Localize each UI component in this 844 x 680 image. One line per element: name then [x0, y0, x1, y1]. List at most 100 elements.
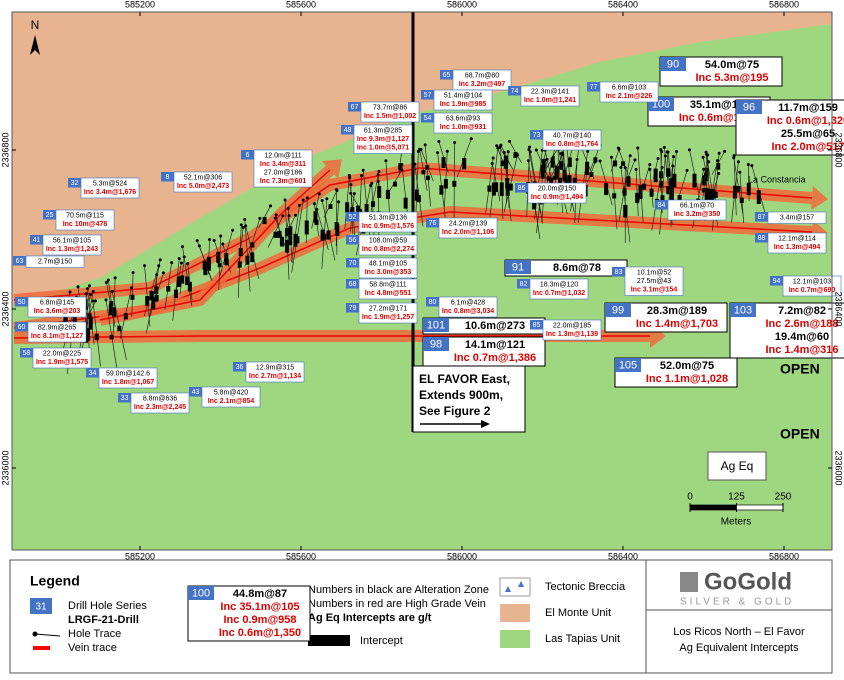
scale-segment	[690, 505, 737, 510]
hole-collar	[659, 148, 662, 151]
hole-collar	[105, 298, 108, 301]
intercept-text: 12.0m@111	[264, 153, 301, 160]
intercept	[553, 176, 557, 180]
hole-collar	[132, 271, 135, 274]
intercept-text: Inc 1.9m@985	[440, 101, 487, 108]
legend-text: Tectonic Breccia	[545, 581, 626, 593]
intercept	[666, 168, 670, 177]
hole-collar	[219, 234, 222, 237]
legend-text: Intercept	[360, 635, 403, 647]
intercept	[117, 326, 121, 332]
intercept	[288, 236, 292, 246]
hole-collar	[157, 264, 160, 267]
hole-number: 105	[619, 359, 637, 371]
legend-text: Vein trace	[68, 642, 117, 654]
intercept-text: Inc 0.7m@1,032	[533, 290, 585, 297]
hole-number: 43	[192, 389, 200, 396]
hole-collar	[196, 239, 199, 242]
intercept-text: Inc 3.1m@154	[631, 287, 678, 294]
intercept	[702, 188, 706, 192]
legend: Legend 31 Drill Hole Series LRGF-21-Dril…	[10, 560, 832, 673]
hole-number: 70	[349, 260, 357, 267]
intercept-text: Inc 1.8m@1,067	[102, 379, 154, 386]
intercept	[250, 242, 254, 247]
intercept-icon	[308, 635, 350, 646]
hole-collar	[231, 229, 234, 232]
note-line: Extends 900m,	[419, 388, 503, 402]
hole-collar	[111, 290, 114, 293]
hole-collar	[362, 169, 365, 172]
hole-collar	[535, 149, 538, 152]
hole-collar	[243, 218, 246, 221]
hole-collar	[424, 143, 427, 146]
intercept-text: 18.3m@120	[540, 282, 578, 289]
intercept	[335, 224, 339, 236]
intercept	[154, 286, 158, 294]
hole-number: 48	[344, 127, 352, 134]
hole-collar	[648, 163, 651, 166]
intercept	[494, 182, 498, 192]
intercept-text: Inc 1.9m@1,575	[36, 359, 88, 366]
hole-collar	[633, 158, 636, 161]
hole-collar	[618, 148, 621, 151]
intercept	[145, 296, 149, 306]
hole-collar	[516, 153, 519, 156]
hole-collar	[702, 168, 705, 171]
hole-collar	[732, 156, 735, 159]
intercept	[442, 157, 446, 168]
intercept-text: Inc 1.1m@1,028	[646, 373, 728, 385]
intercept	[371, 201, 375, 207]
intercept	[89, 317, 93, 330]
hole-collar	[181, 245, 184, 248]
intercept-text: 6.6m@103	[612, 85, 646, 92]
intercept-text: 54.0m@75	[705, 59, 759, 71]
intercept-text: 12.9m@315	[256, 365, 294, 372]
intercept-text: 25.5m@65	[781, 128, 835, 140]
hole-collar	[170, 261, 173, 264]
hole-collar	[313, 202, 316, 205]
scale-unit: Meters	[721, 517, 752, 528]
intercept-text: 6.1m@428	[451, 300, 485, 307]
hole-number: 68	[349, 281, 357, 288]
hole-number: 85	[533, 322, 541, 329]
intercept-text: Inc 2.7m@1,134	[249, 373, 301, 380]
intercept	[305, 221, 309, 235]
breccia-icon	[500, 578, 530, 596]
intercept-text: Inc 5.3m@195	[695, 72, 768, 84]
intercept	[504, 159, 508, 164]
legend-text: El Monte Unit	[545, 607, 611, 619]
hole-collar	[162, 271, 165, 274]
intercept-text: Inc 3.2m@497	[459, 81, 506, 88]
intercept	[263, 217, 267, 224]
hole-collar	[672, 155, 675, 158]
hole-collar	[321, 199, 324, 202]
hole-collar	[143, 264, 146, 267]
scale-label: 250	[775, 492, 792, 503]
hole-collar	[737, 160, 740, 163]
intercept	[278, 231, 282, 238]
legend-text: Drill Hole Series	[68, 600, 147, 612]
intercept	[692, 174, 696, 188]
intercept	[650, 189, 654, 197]
hole-collar	[178, 257, 181, 260]
x-coordinate: 586400	[608, 0, 638, 9]
scale-label: 0	[687, 492, 693, 503]
hole-collar	[492, 157, 495, 160]
hole-collar	[318, 192, 321, 195]
hole-collar	[298, 204, 301, 207]
hole-collar	[69, 290, 72, 293]
intercept-text: Inc 1.3m@1,139	[546, 331, 598, 338]
hole-collar	[89, 293, 92, 296]
hole-collar	[610, 156, 613, 159]
hole-collar	[208, 238, 211, 241]
intercept-text: Inc 4.8m@551	[365, 290, 412, 297]
intercept-text: Inc 1.4m@1,703	[636, 318, 718, 330]
y-coordinate: 2336000	[834, 450, 844, 485]
hole-collar	[275, 213, 278, 216]
intercept	[740, 198, 744, 203]
hole-collar	[130, 286, 133, 289]
intercept-text: 20.0m@150	[538, 186, 576, 193]
map: EL FAVOR East, Extends 900m, See Figure …	[12, 12, 844, 550]
hole-collar	[92, 290, 95, 293]
hole-number: 79	[349, 305, 357, 312]
